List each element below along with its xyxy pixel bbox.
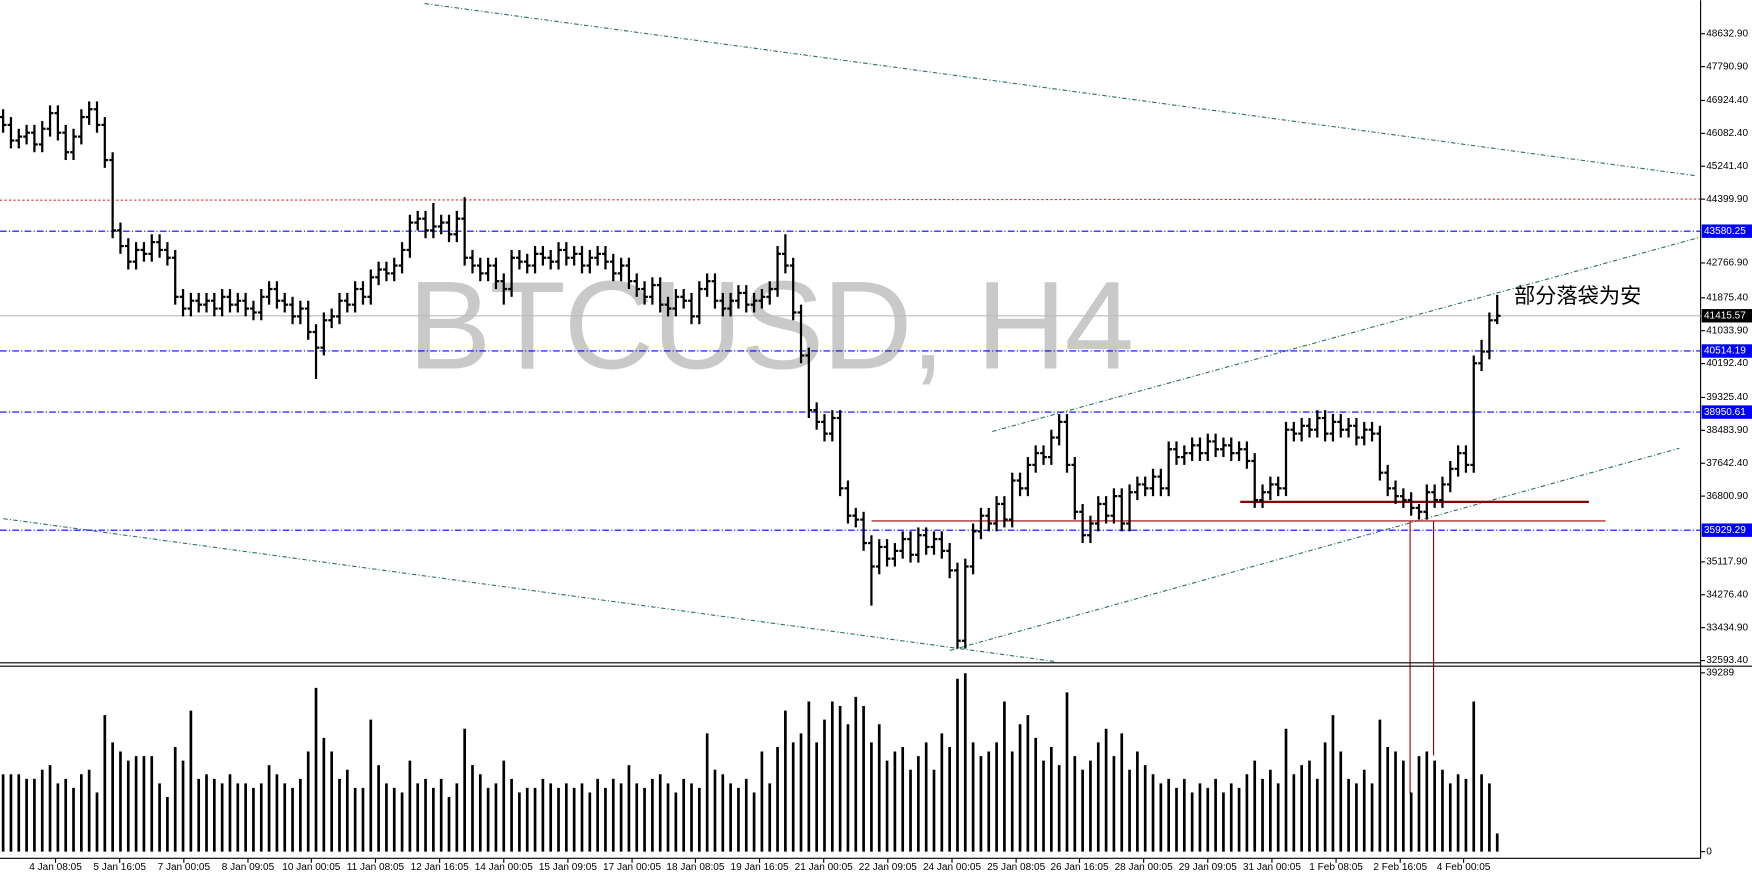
x-tick-label: 14 Jan 00:05 [475, 862, 534, 873]
y-tick-label: 46082.40 [1706, 128, 1748, 139]
price-label: 40514.19 [1704, 346, 1746, 357]
y-tick-label: 40192.40 [1706, 358, 1748, 369]
x-tick-label: 10 Jan 00:05 [282, 862, 341, 873]
price-label-bg [1701, 523, 1752, 537]
x-tick-label: 2 Feb 16:05 [1373, 862, 1427, 873]
x-tick-label: 15 Jan 09:05 [539, 862, 598, 873]
price-label: 41415.57 [1704, 310, 1746, 321]
price-label-bg [1701, 344, 1752, 358]
x-tick-label: 31 Jan 00:05 [1243, 862, 1302, 873]
y-tick-label: 37642.40 [1706, 458, 1748, 469]
y-tick-label: 41033.90 [1706, 325, 1748, 336]
x-tick-label: 29 Jan 09:05 [1179, 862, 1238, 873]
x-tick-label: 4 Feb 00:05 [1437, 862, 1491, 873]
x-tick-label: 19 Jan 16:05 [731, 862, 790, 873]
drawings [0, 3, 1701, 794]
x-tick-label: 21 Jan 00:05 [795, 862, 854, 873]
trend-line [3, 518, 1056, 663]
price-label: 43580.25 [1704, 226, 1746, 237]
x-tick-label: 25 Jan 08:05 [987, 862, 1046, 873]
trend-line [949, 447, 1680, 652]
x-tick-label: 18 Jan 08:05 [666, 862, 725, 873]
price-label: 35929.29 [1704, 525, 1746, 536]
y-tick-label: 0 [1706, 846, 1712, 857]
x-tick-label: 4 Jan 08:05 [29, 862, 82, 873]
x-tick-label: 22 Jan 09:05 [859, 862, 918, 873]
y-tick-label: 38483.90 [1706, 425, 1748, 436]
trend-line [992, 236, 1701, 433]
y-tick-label: 36800.90 [1706, 491, 1748, 502]
x-tick-label: 28 Jan 00:05 [1115, 862, 1174, 873]
x-tick-label: 5 Jan 16:05 [93, 862, 146, 873]
y-tick-label: 35117.90 [1706, 557, 1748, 568]
y-tick-label: 44399.90 [1706, 194, 1748, 205]
x-tick-label: 8 Jan 09:05 [222, 862, 275, 873]
annotation: 部分落袋为安 [1514, 284, 1641, 308]
y-tick-label: 39289 [1706, 668, 1734, 679]
y-tick-label: 34276.40 [1706, 589, 1748, 600]
x-tick-label: 1 Feb 08:05 [1309, 862, 1363, 873]
resistance-line [0, 198, 1701, 201]
x-tick-label: 11 Jan 08:05 [347, 862, 405, 873]
y-tick-label: 33434.90 [1706, 622, 1748, 633]
price-label-bg [1701, 309, 1752, 323]
price-label-bg [1701, 405, 1752, 419]
y-tick-label: 39325.40 [1706, 392, 1748, 403]
y-tick-label: 45241.40 [1706, 161, 1748, 172]
y-tick-label: 42766.90 [1706, 258, 1748, 269]
x-tick-label: 12 Jan 16:05 [411, 862, 470, 873]
price-label: 38950.61 [1704, 407, 1746, 418]
x-tick-label: 7 Jan 00:05 [158, 862, 211, 873]
y-tick-label: 32593.40 [1706, 655, 1748, 666]
y-tick-label: 47790.90 [1706, 61, 1748, 72]
x-tick-label: 17 Jan 00:05 [603, 862, 662, 873]
y-tick-label: 46924.40 [1706, 95, 1748, 106]
price-label-bg [1701, 224, 1752, 238]
watermark: BTCUSD, H4 [408, 255, 1134, 395]
trend-line [424, 3, 1696, 177]
x-tick-label: 24 Jan 00:05 [923, 862, 982, 873]
y-tick-label: 48632.90 [1706, 28, 1748, 39]
y-tick-label: 41875.40 [1706, 292, 1748, 303]
x-tick-label: 26 Jan 16:05 [1050, 862, 1109, 873]
